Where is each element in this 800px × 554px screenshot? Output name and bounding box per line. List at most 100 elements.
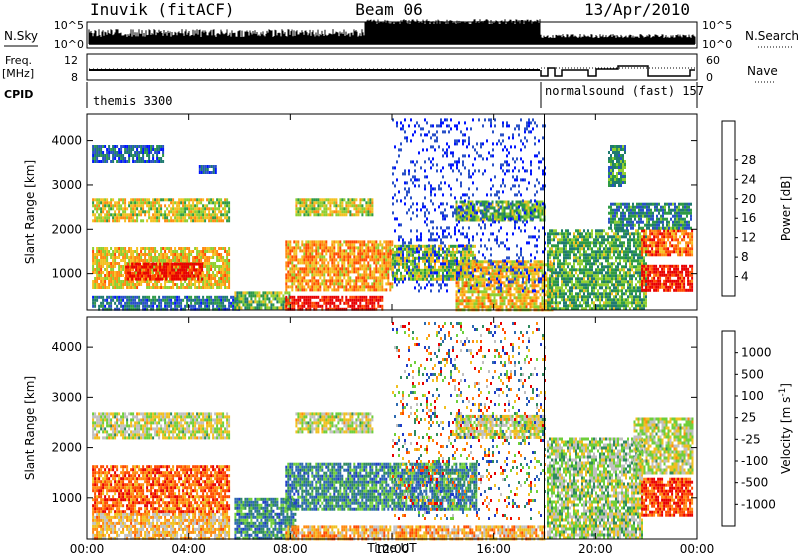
power-cell-r10	[392, 274, 394, 278]
power-cell-r8	[285, 285, 288, 289]
power-cell-r2	[162, 213, 165, 217]
power-cell-r1	[171, 268, 174, 272]
power-cell-r9	[367, 198, 370, 202]
power-cell-r1	[157, 271, 160, 275]
power-cell-r0	[204, 262, 207, 265]
power-cell-r8	[287, 279, 290, 283]
power-cell-r8	[315, 252, 318, 256]
power-cell-r8	[351, 261, 354, 265]
power-cell-r3	[94, 151, 97, 154]
power-cell-r0	[224, 286, 227, 289]
power-cell-r7	[371, 304, 374, 308]
power-cell-r0	[218, 283, 221, 286]
power-cell-r0	[106, 250, 109, 253]
power-cell-r1	[197, 262, 200, 266]
power-cell-r7	[285, 301, 288, 305]
power-cell-r5	[218, 301, 221, 305]
power-cell-r8	[335, 258, 338, 262]
power-cell-r0	[202, 283, 205, 286]
power-cell-r5	[140, 298, 143, 302]
power-cell-r3	[114, 151, 117, 154]
power-cell-r3	[118, 151, 121, 154]
power-cell-r0	[130, 286, 133, 289]
power-cell-r11	[541, 272, 544, 276]
power-cell-r11	[515, 305, 518, 309]
power-cell-r11	[481, 305, 484, 309]
power-cell-r10	[462, 247, 464, 251]
power-cell-r4	[210, 165, 213, 168]
power-cell-r8	[341, 264, 344, 268]
power-cell-r8	[355, 255, 358, 259]
power-cell-r8	[379, 252, 382, 256]
power-cell-r0	[144, 259, 147, 262]
power-cell-r0	[122, 268, 125, 271]
power-cell-r7	[351, 295, 354, 299]
power-cell-r7	[353, 298, 356, 302]
power-cell-r11	[465, 302, 468, 306]
power-cell-r3	[148, 160, 151, 163]
power-cell-r2	[106, 201, 109, 205]
power-cell-r10	[428, 250, 430, 254]
power-cell-r0	[130, 256, 133, 259]
power-cell-r8	[349, 264, 352, 268]
power-cell-r6	[272, 297, 275, 301]
power-cell-r2	[136, 201, 139, 205]
power-cell-r7	[315, 295, 318, 299]
power-cell-r9	[305, 204, 308, 208]
power-cell-r8	[287, 261, 290, 265]
power-cell-r8	[333, 282, 336, 286]
power-cell-r9	[309, 201, 312, 205]
power-cell-r9	[361, 213, 364, 217]
power-cell-r2	[142, 219, 145, 223]
power-cell-r2	[168, 210, 171, 214]
power-cell-r2	[194, 213, 197, 217]
power-cell-r2	[112, 204, 115, 208]
power-cell-r2	[224, 198, 227, 202]
power-cell-r2	[180, 210, 183, 214]
power-cell-r0	[92, 280, 95, 283]
power-cell-r8	[389, 249, 392, 253]
power-cell-r0	[214, 253, 217, 256]
power-cell-r10	[454, 253, 456, 257]
power-cell-r11	[483, 275, 486, 279]
power-cell-r2	[126, 207, 129, 211]
power-cell-r2	[180, 201, 183, 205]
power-cell-r7	[371, 298, 374, 302]
power-cell-r9	[315, 198, 318, 202]
power-cell-r11	[519, 284, 522, 288]
power-cell-r1	[189, 271, 192, 275]
power-cell-r11	[527, 266, 530, 270]
power-cell-r0	[192, 283, 195, 286]
power-cell-r8	[305, 243, 308, 247]
power-cell-r2	[150, 216, 153, 220]
power-cell-r8	[291, 249, 294, 253]
power-cell-r0	[198, 253, 201, 256]
power-cell-r10	[412, 262, 414, 266]
power-cell-r3	[128, 151, 131, 154]
power-cell-r4	[198, 168, 201, 171]
power-cell-r7	[313, 295, 316, 299]
power-cell-r11	[481, 260, 484, 264]
power-cell-r5	[200, 304, 203, 308]
power-cell-r7	[305, 298, 308, 302]
power-cell-r8	[355, 240, 358, 244]
power-cell-r8	[323, 264, 326, 268]
power-cell-r0	[136, 256, 139, 259]
power-cell-r7	[309, 307, 312, 311]
power-cell-r9	[369, 207, 372, 211]
power-cell-r8	[379, 279, 382, 283]
freq-tick-top: 12	[64, 54, 78, 67]
power-cell-r10	[400, 262, 402, 266]
power-cell-r5	[140, 301, 143, 305]
power-cell-r6	[274, 297, 277, 301]
power-cell-r11	[471, 269, 474, 273]
power-cell-r7	[339, 298, 342, 302]
power-cell-r8	[381, 288, 384, 292]
power-cell-r7	[323, 295, 326, 299]
power-cell-r11	[467, 287, 470, 291]
power-cell-r7	[335, 304, 338, 308]
power-cell-r11	[485, 272, 488, 276]
power-cell-r5	[126, 298, 129, 302]
power-cell-r2	[198, 213, 201, 217]
power-cell-r7	[335, 298, 338, 302]
